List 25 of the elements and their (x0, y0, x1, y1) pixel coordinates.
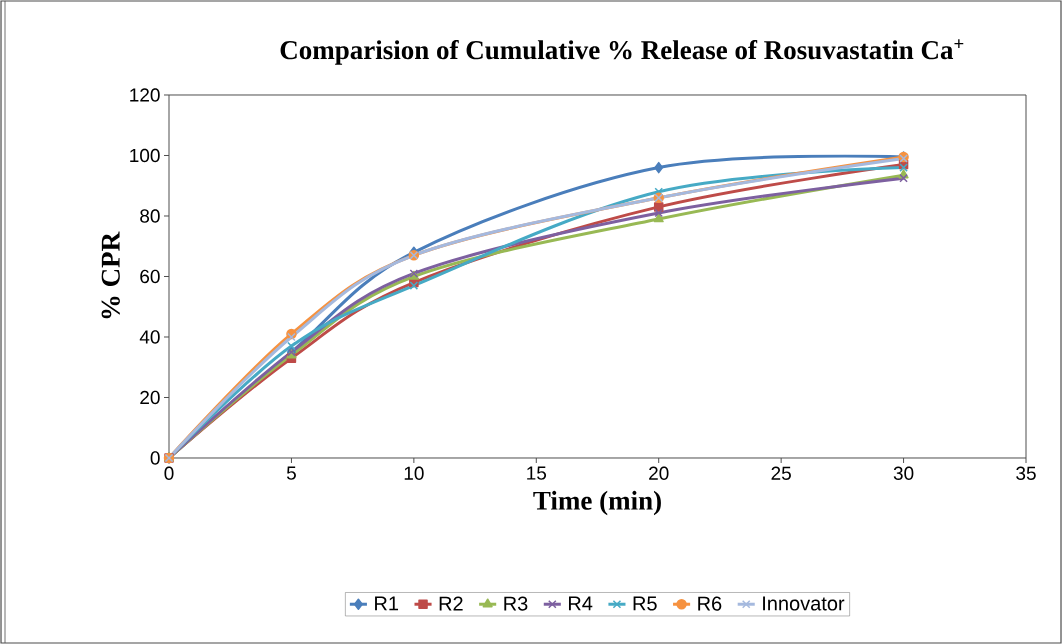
x-axis-title: Time (min) (533, 490, 661, 516)
x-tick-label: 25 (771, 466, 791, 480)
y-tick-label: 80 (140, 209, 160, 223)
legend-label: R5 (633, 596, 657, 611)
x-tick-label: 15 (527, 466, 547, 480)
legend-label: R2 (439, 596, 463, 611)
x-tick-label: 0 (164, 466, 174, 480)
y-tick-label: 120 (130, 88, 160, 102)
x-tick-label: 10 (404, 466, 424, 480)
x-tick-label: 30 (893, 466, 914, 480)
y-tick-label: 20 (140, 390, 160, 405)
y-tick-label: 100 (130, 148, 160, 163)
x-tick-label: 5 (286, 466, 296, 480)
y-tick-label: 0 (150, 451, 160, 465)
y-tick-label: 60 (140, 269, 160, 284)
legend-label: R1 (375, 596, 399, 611)
legend-label: R6 (698, 596, 722, 611)
x-tick-label: 35 (1016, 466, 1036, 480)
legend-label: R4 (568, 596, 593, 611)
chart-title: Comparision of Cumulative % Release of Rosuvastatin Ca$^{+}$ (280, 39, 964, 65)
y-axis-title: % CPR (101, 231, 120, 319)
x-tick-label: 20 (649, 466, 669, 480)
legend-label: R3 (504, 596, 528, 611)
legend-label: Innovator (763, 596, 845, 611)
y-tick-label: 40 (139, 330, 160, 344)
